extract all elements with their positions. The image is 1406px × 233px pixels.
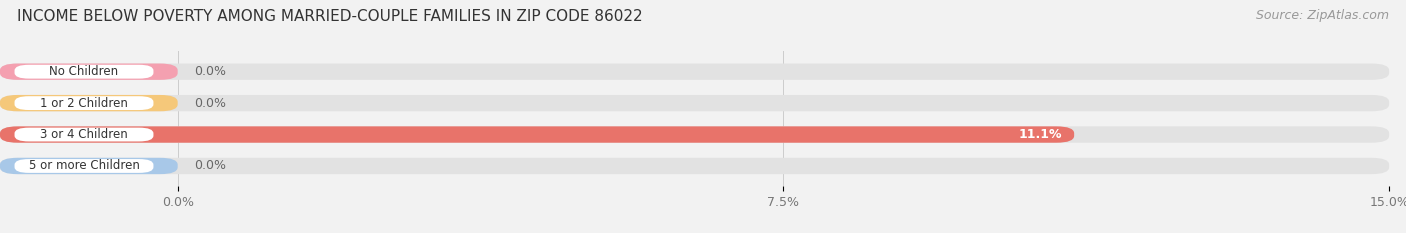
FancyBboxPatch shape (14, 159, 153, 173)
FancyBboxPatch shape (0, 64, 177, 80)
Text: No Children: No Children (49, 65, 118, 78)
Text: 0.0%: 0.0% (194, 159, 226, 172)
FancyBboxPatch shape (0, 64, 1389, 80)
FancyBboxPatch shape (0, 95, 177, 111)
Text: 5 or more Children: 5 or more Children (28, 159, 139, 172)
FancyBboxPatch shape (14, 96, 153, 110)
Text: 0.0%: 0.0% (194, 65, 226, 78)
FancyBboxPatch shape (14, 65, 153, 79)
Text: 0.0%: 0.0% (194, 97, 226, 110)
Text: 3 or 4 Children: 3 or 4 Children (41, 128, 128, 141)
FancyBboxPatch shape (14, 128, 153, 141)
FancyBboxPatch shape (0, 126, 1389, 143)
FancyBboxPatch shape (0, 126, 1074, 143)
Text: 1 or 2 Children: 1 or 2 Children (39, 97, 128, 110)
FancyBboxPatch shape (0, 95, 1389, 111)
FancyBboxPatch shape (0, 158, 177, 174)
FancyBboxPatch shape (0, 158, 1389, 174)
Text: INCOME BELOW POVERTY AMONG MARRIED-COUPLE FAMILIES IN ZIP CODE 86022: INCOME BELOW POVERTY AMONG MARRIED-COUPL… (17, 9, 643, 24)
Text: 11.1%: 11.1% (1018, 128, 1062, 141)
Text: Source: ZipAtlas.com: Source: ZipAtlas.com (1256, 9, 1389, 22)
